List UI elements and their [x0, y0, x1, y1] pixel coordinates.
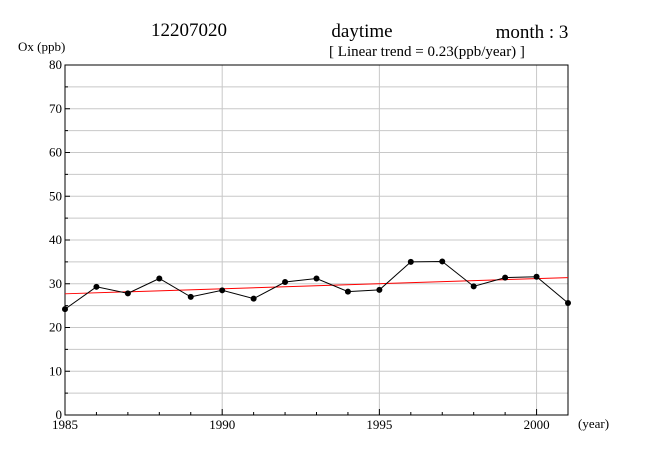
trend-layer: [64, 277, 569, 295]
y-tick-label: 80: [49, 57, 62, 72]
data-point: [533, 273, 540, 280]
data-point: [376, 286, 383, 293]
data-point: [502, 274, 509, 281]
x-axis-label: (year): [578, 416, 609, 431]
data-point: [93, 283, 100, 290]
x-tick-label: 1995: [366, 417, 392, 432]
data-point: [313, 275, 320, 282]
grid-lines: [65, 65, 568, 415]
tick-labels: 0 10 20 30 40 50 60 70 80 1985 1990 1995 2000: [49, 57, 550, 432]
data-point: [565, 300, 571, 306]
y-tick-label: 70: [49, 101, 62, 116]
data-point: [439, 258, 446, 265]
y-tick-label: 40: [49, 232, 62, 247]
data-point: [124, 290, 131, 297]
data-point: [344, 288, 351, 295]
y-axis-label: Ox (ppb): [18, 39, 65, 54]
series-layer: [62, 258, 571, 313]
data-point: [156, 275, 163, 282]
data-point: [470, 283, 477, 290]
y-tick-label: 30: [49, 276, 62, 291]
x-tick-label: 2000: [524, 417, 550, 432]
x-tick-label: 1985: [52, 417, 78, 432]
period-label: daytime: [331, 21, 392, 42]
y-tick-label: 50: [49, 188, 62, 203]
axis-ticks: [64, 64, 569, 416]
linear-trend-label: [ Linear trend = 0.23(ppb/year) ]: [329, 44, 525, 60]
x-tick-label: 1990: [209, 417, 235, 432]
data-point: [407, 258, 414, 265]
data-point: [62, 306, 68, 313]
month-label: month : 3: [496, 22, 569, 43]
data-point: [187, 293, 194, 300]
data-point: [219, 287, 226, 294]
data-point: [282, 279, 289, 285]
y-tick-label: 20: [49, 320, 62, 335]
y-tick-label: 60: [49, 145, 62, 160]
data-point: [250, 295, 257, 302]
linear-trend-line: [64, 277, 569, 295]
y-tick-label: 0: [56, 407, 63, 422]
y-tick-label: 10: [49, 363, 62, 378]
station-code: 12207020: [151, 20, 227, 41]
